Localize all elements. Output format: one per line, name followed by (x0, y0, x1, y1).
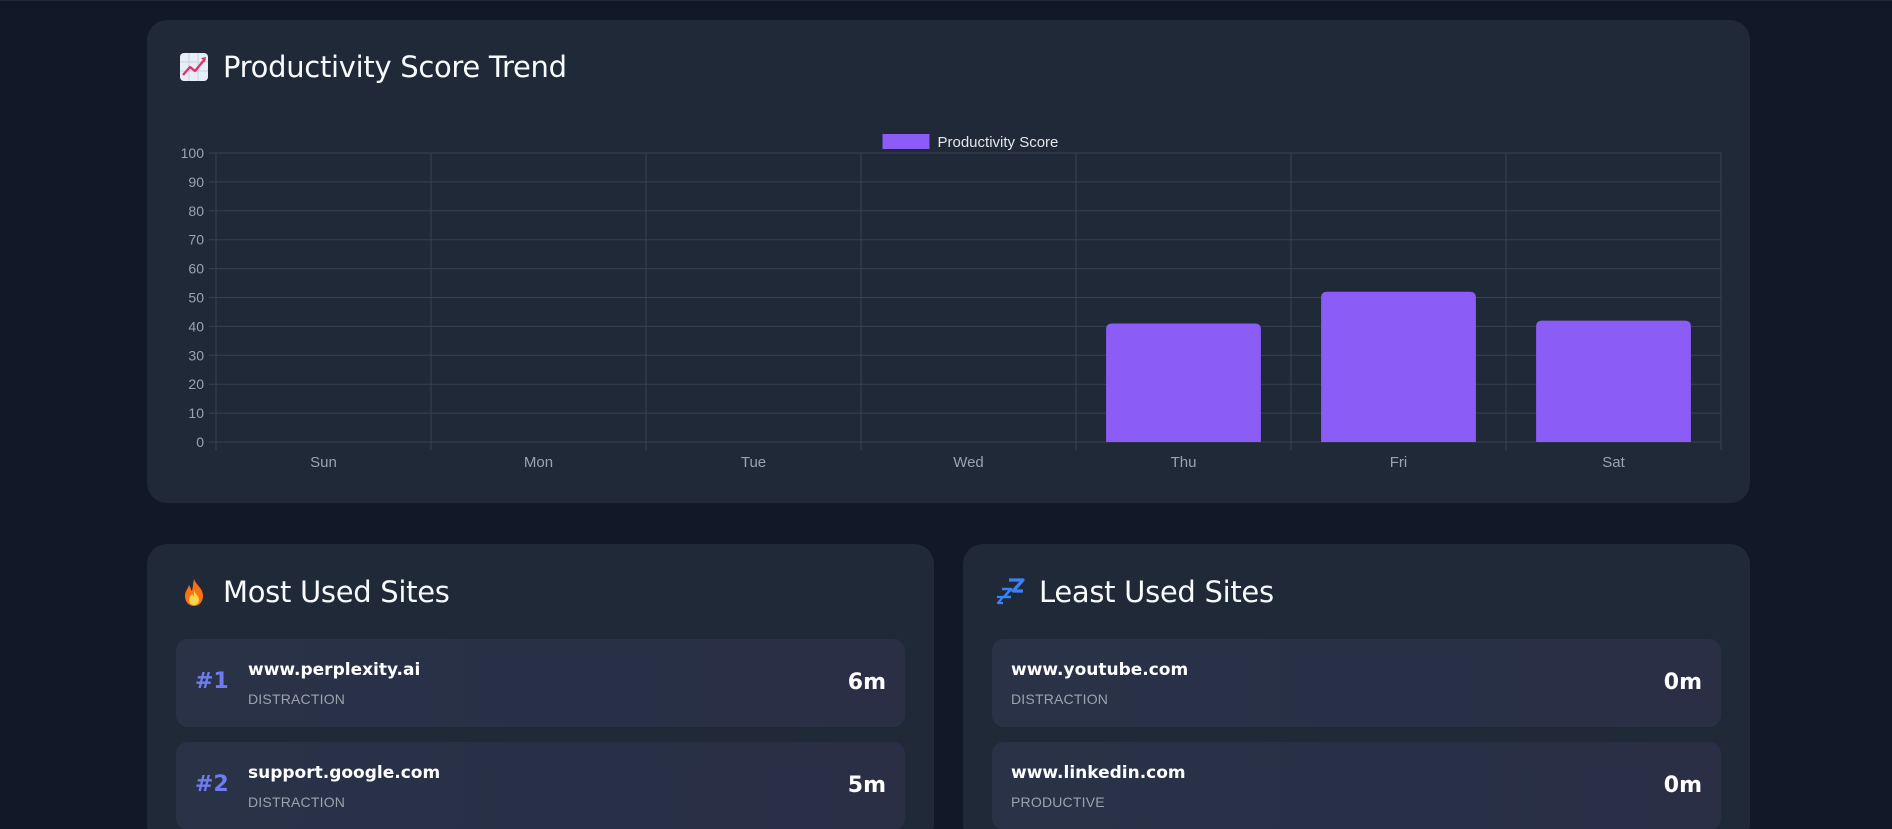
legend-label: Productivity Score (938, 134, 1059, 151)
list-item[interactable]: #2 support.google.com DISTRACTION 5m (176, 742, 905, 829)
x-tick-label: Thu (1171, 454, 1197, 471)
most-used-sites-card: Most Used Sites #1 www.perplexity.ai DIS… (147, 544, 934, 829)
y-tick-label: 60 (188, 261, 204, 277)
list-item[interactable]: #1 www.perplexity.ai DISTRACTION 6m (176, 639, 905, 727)
site-time: 0m (1663, 670, 1702, 695)
chart-increasing-icon (179, 52, 209, 82)
site-name: www.linkedin.com (1011, 763, 1186, 783)
y-tick-label: 70 (188, 232, 204, 248)
legend-swatch (882, 134, 930, 149)
productivity-trend-card: 0 10 20 30 40 50 60 70 80 90 100 Sun Mon Tue Wed Thu Fri… (147, 20, 1750, 503)
rank-badge: #1 (195, 669, 229, 694)
fire-icon (179, 577, 209, 607)
y-tick-label: 80 (188, 203, 204, 219)
y-tick-label: 30 (188, 347, 204, 363)
bar (1536, 320, 1691, 442)
site-time: 0m (1663, 773, 1702, 798)
zzz-icon (995, 577, 1025, 607)
site-category: PRODUCTIVE (1011, 794, 1105, 810)
y-tick-label: 0 (196, 434, 204, 450)
list-item[interactable]: www.youtube.com DISTRACTION 0m (992, 639, 1721, 727)
site-name: support.google.com (248, 763, 441, 783)
x-tick-label: Wed (953, 454, 984, 471)
x-tick-label: Sun (310, 454, 337, 471)
productivity-chart: 0 10 20 30 40 50 60 70 80 90 100 Sun Mon Tue Wed Thu Fri… (147, 20, 1750, 503)
y-tick-label: 10 (188, 405, 204, 421)
y-tick-label: 90 (188, 174, 204, 190)
site-category: DISTRACTION (248, 794, 346, 810)
site-time: 5m (847, 773, 886, 798)
x-tick-label: Fri (1390, 454, 1408, 471)
y-tick-label: 20 (188, 376, 204, 392)
x-tick-label: Tue (741, 454, 766, 471)
most-used-title-text: Most Used Sites (223, 575, 450, 609)
y-tick-label: 40 (188, 318, 204, 334)
bar (1106, 323, 1261, 442)
site-category: DISTRACTION (248, 691, 346, 707)
least-used-title-text: Least Used Sites (1039, 575, 1274, 609)
least-used-sites-card: Least Used Sites www.youtube.com DISTRAC… (963, 544, 1750, 829)
site-name: www.youtube.com (1011, 660, 1189, 680)
y-tick-label: 100 (181, 145, 205, 161)
bar (1321, 291, 1476, 442)
site-category: DISTRACTION (1011, 691, 1109, 707)
bar-chart: 0 10 20 30 40 50 60 70 80 90 100 Sun Mon Tue Wed Thu Fri… (181, 134, 1722, 471)
y-tick-label: 50 (188, 290, 204, 306)
x-tick-label: Mon (524, 454, 553, 471)
trend-title-text: Productivity Score Trend (223, 50, 567, 84)
most-used-title: Most Used Sites (179, 575, 450, 609)
rank-badge: #2 (195, 772, 229, 797)
site-name: www.perplexity.ai (248, 660, 421, 680)
list-item[interactable]: www.linkedin.com PRODUCTIVE 0m (992, 742, 1721, 829)
x-tick-label: Sat (1602, 454, 1625, 471)
trend-title: Productivity Score Trend (179, 50, 567, 84)
least-used-title: Least Used Sites (995, 575, 1274, 609)
site-time: 6m (847, 670, 886, 695)
